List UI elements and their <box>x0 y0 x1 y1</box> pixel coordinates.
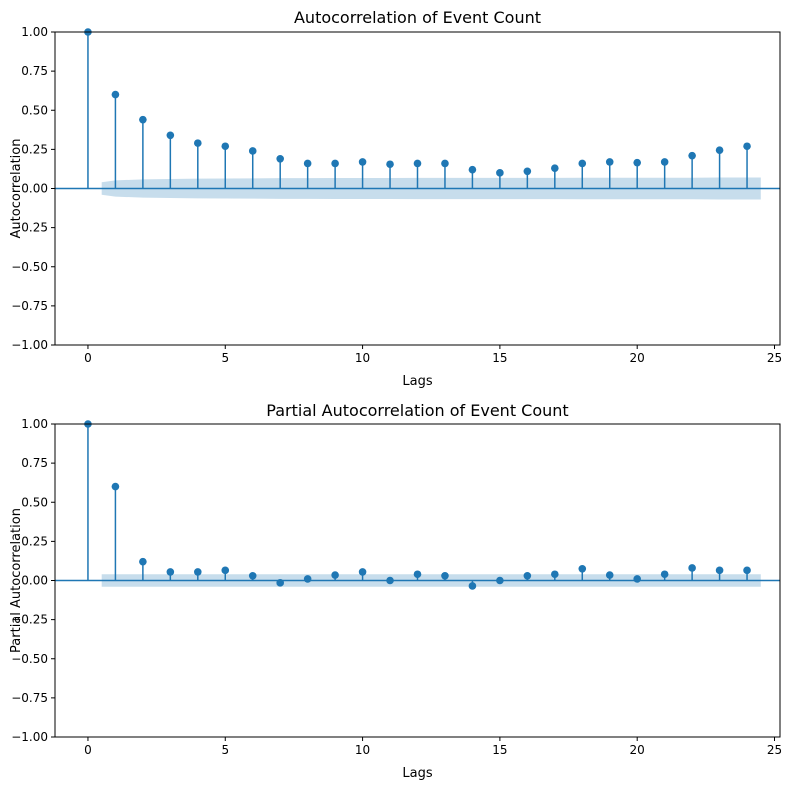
acf-y-tick-label: 0.50 <box>21 103 48 117</box>
acf-y-tick-label: 0.00 <box>21 182 48 196</box>
pacf-x-tick-label: 20 <box>630 743 645 757</box>
acf-panel: Autocorrelation of Event Count 0 5 10 15 20 2… <box>9 8 782 389</box>
acf-y-tick-label: 1.00 <box>21 25 48 39</box>
pacf-marker-lag-12 <box>413 570 422 579</box>
acf-marker-lag-21 <box>660 158 669 166</box>
acf-marker-lag-20 <box>633 158 641 167</box>
acf-marker-lag-9 <box>331 159 339 168</box>
acf-marker-lag-4 <box>194 139 202 147</box>
acf-chart-title: Autocorrelation of Event Count <box>294 8 541 27</box>
pacf-marker-lag-5 <box>221 566 230 575</box>
pacf-ticks-layer: 0 5 10 15 20 25 −1.00 −0.75 −0.50 −0.25 0.00 0.25 0.… <box>11 417 782 757</box>
acf-marker-lag-15 <box>496 169 504 177</box>
acf-y-tick-label: −0.25 <box>11 221 48 235</box>
acf-y-axis-label: Autocorrelation <box>9 139 24 239</box>
acf-y-tick-label: −1.00 <box>11 338 48 352</box>
pacf-marker-lag-17 <box>551 570 559 579</box>
acf-marker-lag-5 <box>221 142 230 151</box>
acf-marker-lag-24 <box>743 142 751 151</box>
pacf-marker-lag-13 <box>441 572 449 580</box>
acf-x-tick-label: 15 <box>492 351 507 365</box>
acf-y-tick-label: −0.75 <box>11 299 48 313</box>
acf-marker-lag-18 <box>578 159 587 168</box>
pacf-panel: Partial Autocorrelation of Event Count 0… <box>9 401 782 781</box>
pacf-marker-lag-15 <box>496 576 504 585</box>
pacf-marker-lag-9 <box>331 571 339 579</box>
pacf-marker-lag-23 <box>715 566 724 575</box>
pacf-marker-lag-2 <box>139 557 147 566</box>
acf-marker-lag-23 <box>715 146 724 154</box>
pacf-y-tick-label: 0.50 <box>21 495 48 509</box>
acf-y-tick-label: 0.75 <box>21 64 48 78</box>
pacf-stems-layer <box>55 420 780 590</box>
acf-y-tick-label: 0.25 <box>21 142 48 156</box>
pacf-x-tick-label: 15 <box>492 743 507 757</box>
pacf-marker-lag-4 <box>194 568 202 576</box>
acf-marker-lag-16 <box>523 167 532 176</box>
pacf-x-tick-label: 25 <box>767 743 782 757</box>
pacf-marker-lag-22 <box>688 564 696 572</box>
pacf-marker-lag-10 <box>358 568 367 576</box>
pacf-marker-lag-11 <box>386 576 394 585</box>
acf-x-tick-label: 20 <box>630 351 645 365</box>
pacf-x-axis-label: Lags <box>402 766 432 781</box>
pacf-marker-lag-1 <box>111 482 120 491</box>
acf-marker-lag-7 <box>276 154 284 163</box>
acf-marker-lag-6 <box>248 147 257 155</box>
pacf-marker-lag-19 <box>605 571 614 579</box>
acf-x-tick-label: 0 <box>84 351 92 365</box>
pacf-y-tick-label: −0.25 <box>11 613 48 627</box>
pacf-x-tick-label: 5 <box>221 743 229 757</box>
acf-marker-lag-10 <box>358 158 367 166</box>
acf-ticks-layer: 0 5 10 15 20 25 −1.00 −0.75 −0.50 −0.25 0.00 0.25 0.… <box>11 25 782 365</box>
acf-x-tick-label: 5 <box>221 351 229 365</box>
pacf-y-tick-label: 0.00 <box>21 574 48 588</box>
acf-marker-lag-1 <box>111 90 120 99</box>
pacf-marker-lag-7 <box>276 579 284 587</box>
pacf-chart-title: Partial Autocorrelation of Event Count <box>266 401 568 420</box>
acf-marker-lag-12 <box>413 159 422 168</box>
acf-x-tick-label: 10 <box>355 351 370 365</box>
pacf-plot-frame <box>54 423 781 738</box>
pacf-marker-lag-14 <box>468 582 477 590</box>
pacf-y-axis-label: Partial Autocorrelation <box>9 508 24 653</box>
acf-stems-layer <box>55 28 780 190</box>
pacf-marker-lag-20 <box>633 575 641 583</box>
acf-marker-lag-11 <box>386 160 394 169</box>
pacf-y-tick-label: 1.00 <box>21 417 48 431</box>
pacf-marker-lag-18 <box>578 564 587 573</box>
pacf-x-tick-label: 0 <box>84 743 92 757</box>
acf-marker-lag-22 <box>688 151 696 160</box>
acf-plot-frame <box>54 31 781 346</box>
pacf-marker-lag-21 <box>660 570 669 579</box>
pacf-y-tick-label: −0.75 <box>11 691 48 705</box>
pacf-marker-lag-24 <box>743 566 751 575</box>
acf-y-tick-label: −0.50 <box>11 260 48 274</box>
acf-marker-lag-8 <box>303 159 312 168</box>
acf-marker-lag-17 <box>551 164 559 172</box>
pacf-y-tick-label: −0.50 <box>11 652 48 666</box>
acf-marker-lag-13 <box>441 159 449 168</box>
pacf-marker-lag-8 <box>303 575 312 583</box>
pacf-marker-lag-3 <box>166 568 175 576</box>
pacf-marker-lag-16 <box>523 572 532 580</box>
acf-marker-lag-19 <box>605 158 614 166</box>
pacf-y-tick-label: −1.00 <box>11 730 48 744</box>
acf-x-axis-label: Lags <box>402 374 432 389</box>
acf-marker-lag-3 <box>166 131 175 140</box>
acf-marker-lag-14 <box>468 165 477 174</box>
pacf-x-tick-label: 10 <box>355 743 370 757</box>
acf-marker-lag-2 <box>139 115 147 124</box>
pacf-y-tick-label: 0.75 <box>21 456 48 470</box>
pacf-y-tick-label: 0.25 <box>21 534 48 548</box>
pacf-marker-lag-6 <box>248 572 257 580</box>
acf-x-tick-label: 25 <box>767 351 782 365</box>
